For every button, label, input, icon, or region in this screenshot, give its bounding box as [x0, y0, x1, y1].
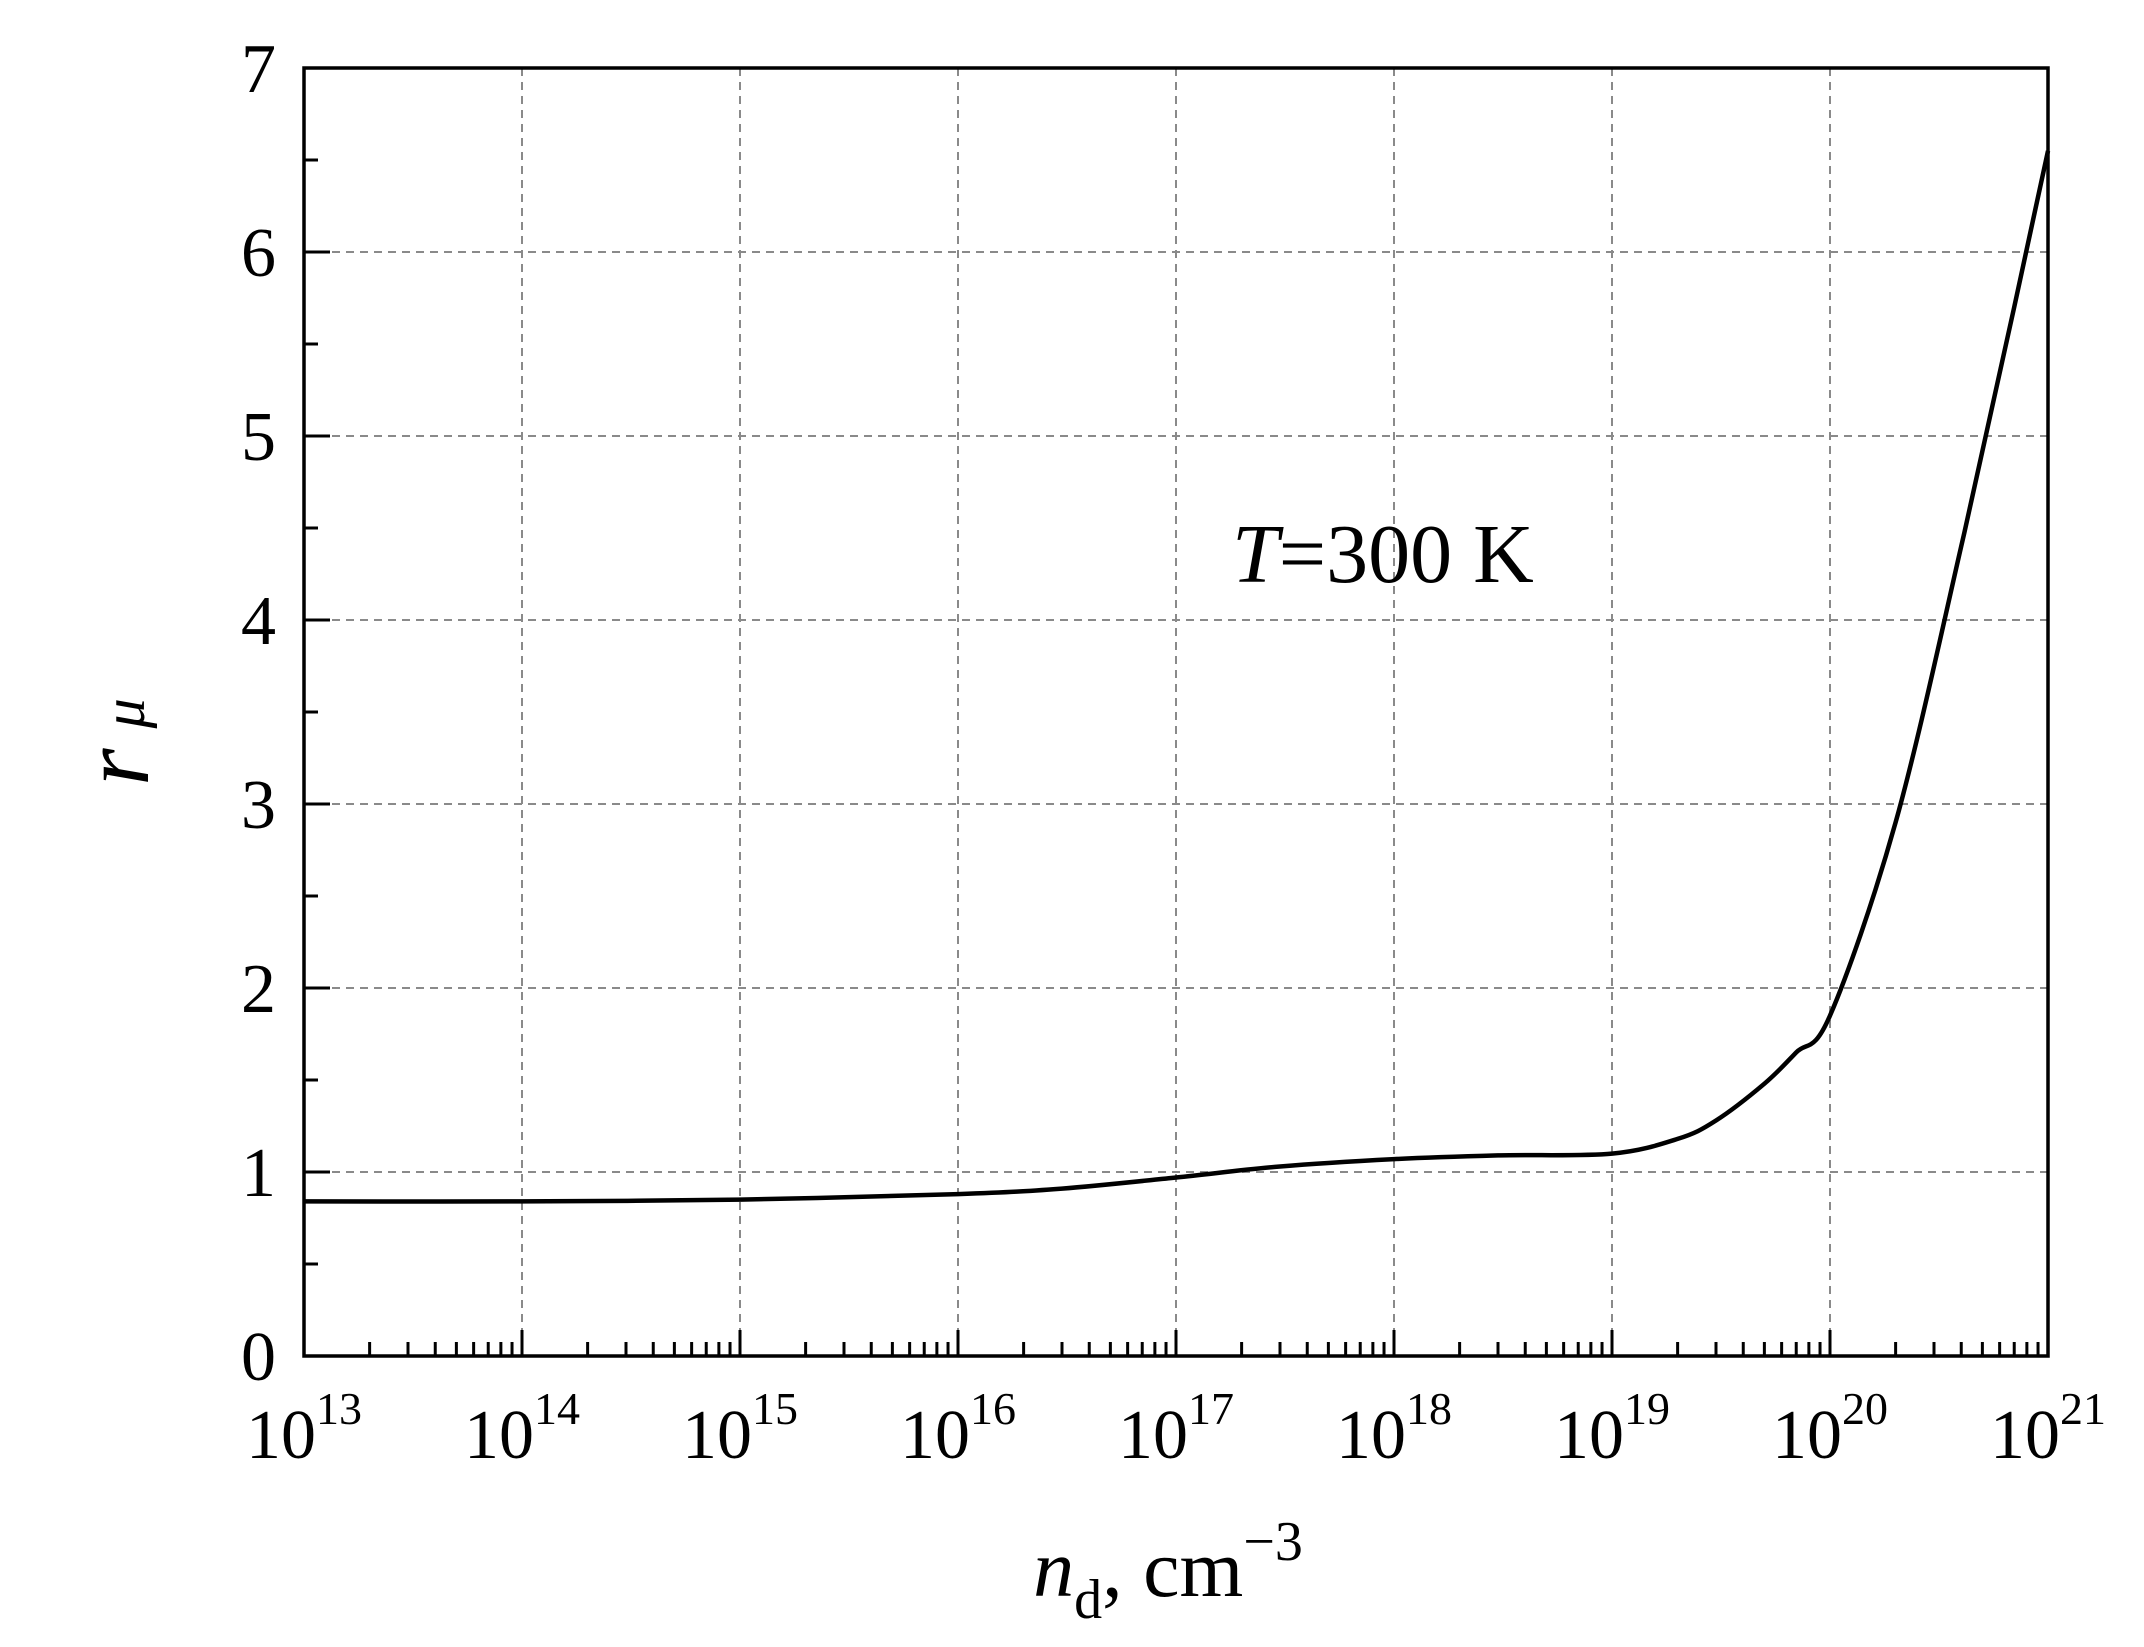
x-tick-label: 1014 — [464, 1383, 580, 1474]
x-tick-base: 10 — [1772, 1397, 1842, 1474]
y-axis-title: rμ — [62, 698, 169, 785]
y-axis-title-sub: μ — [91, 698, 157, 729]
annotation-italic: T — [1232, 508, 1284, 601]
x-tick-exponent: 21 — [2060, 1383, 2106, 1434]
x-tick-base: 10 — [682, 1397, 752, 1474]
y-tick-label: 0 — [241, 1319, 276, 1396]
x-tick-label: 1021 — [1990, 1383, 2106, 1474]
x-tick-exponent: 16 — [970, 1383, 1016, 1434]
x-tick-exponent: 18 — [1406, 1383, 1452, 1434]
y-axis-title-main: r — [62, 748, 169, 786]
x-axis-title-sub: d — [1074, 1569, 1102, 1631]
x-tick-base: 10 — [900, 1397, 970, 1474]
annotation-rest: =300 K — [1279, 508, 1534, 601]
tick-labels: 1013 1014 1015 1016 1017 1018 1019 1020 10210123… — [241, 31, 2106, 1474]
temperature-annotation: T=300 K — [1232, 508, 1534, 601]
y-tick-label: 2 — [241, 951, 276, 1028]
x-tick-base: 10 — [1554, 1397, 1624, 1474]
tick-marks — [302, 66, 2050, 1358]
x-axis-title-sup: −3 — [1243, 1511, 1303, 1573]
x-axis-title-main: n — [1033, 1523, 1074, 1614]
x-tick-base: 10 — [1118, 1397, 1188, 1474]
x-tick-label: 1015 — [682, 1383, 798, 1474]
y-tick-label: 5 — [241, 399, 276, 476]
x-tick-base: 10 — [464, 1397, 534, 1474]
x-tick-label: 1020 — [1772, 1383, 1888, 1474]
x-tick-exponent: 20 — [1842, 1383, 1888, 1434]
x-tick-exponent: 13 — [316, 1383, 362, 1434]
x-tick-label: 1017 — [1118, 1383, 1234, 1474]
x-tick-label: 1013 — [246, 1383, 362, 1474]
y-tick-label: 3 — [241, 767, 276, 844]
x-tick-label: 1016 — [900, 1383, 1016, 1474]
x-tick-base: 10 — [1336, 1397, 1406, 1474]
curve-layer — [303, 150, 2051, 1204]
y-tick-label: 6 — [241, 215, 276, 292]
x-axis-title-rest: , cm — [1102, 1523, 1243, 1614]
x-tick-base: 10 — [246, 1397, 316, 1474]
series-line — [303, 150, 2051, 1204]
x-tick-label: 1018 — [1336, 1383, 1452, 1474]
x-axis-title: nd, cm−3 — [1033, 1511, 1303, 1631]
x-tick-exponent: 15 — [752, 1383, 798, 1434]
y-tick-label: 1 — [241, 1135, 276, 1212]
x-tick-label: 1019 — [1554, 1383, 1670, 1474]
x-tick-exponent: 17 — [1188, 1383, 1234, 1434]
grid-lines — [304, 68, 2048, 1356]
y-tick-label: 7 — [241, 31, 276, 108]
x-tick-base: 10 — [1990, 1397, 2060, 1474]
x-tick-exponent: 14 — [534, 1383, 580, 1434]
y-tick-label: 4 — [241, 583, 276, 660]
x-tick-exponent: 19 — [1624, 1383, 1670, 1434]
